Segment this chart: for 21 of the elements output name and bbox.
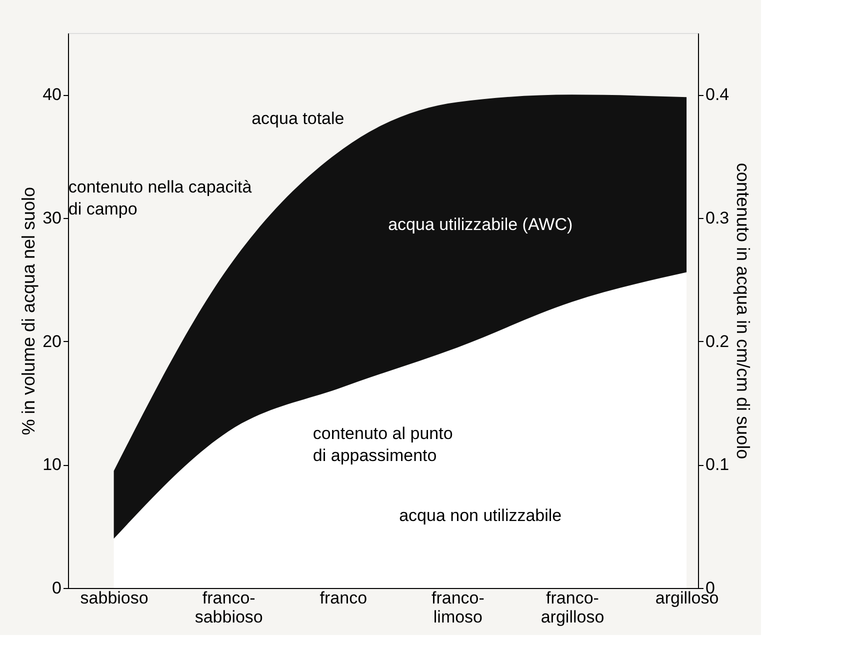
y2-axis-title: contenuto in acqua in cm/cm di suolo: [733, 162, 754, 460]
y-tick-label: 40: [42, 85, 62, 104]
x-tick-label: sabbioso: [80, 588, 148, 608]
y-tick-label: 0: [52, 578, 62, 598]
annotation: acqua totale: [252, 108, 344, 128]
y2-tick-label: 0.3: [706, 208, 730, 228]
y2-tick-label: 0.1: [706, 455, 730, 474]
x-tick-label: franco-limoso: [431, 588, 484, 626]
y-tick-label: 20: [42, 332, 62, 351]
y2-tick-label: 0.2: [706, 332, 730, 351]
x-tick-label: franco-sabbioso: [194, 588, 263, 626]
y-tick-label: 10: [42, 455, 62, 474]
y2-tick-label: 0.4: [706, 85, 730, 104]
series-label: acqua utilizzabile (AWC): [388, 214, 573, 234]
x-tick-label: franco-argilloso: [540, 588, 604, 626]
y-axis-title: % in volume di acqua nel suolo: [18, 186, 39, 436]
annotation: contenuto al punto di appassimento: [312, 424, 453, 465]
series-label: acqua non utilizzabile: [399, 506, 562, 525]
annotation: contenuto nella capacità di campo: [68, 177, 252, 218]
y-tick-label: 30: [42, 208, 62, 228]
x-tick-label: franco: [320, 588, 368, 608]
